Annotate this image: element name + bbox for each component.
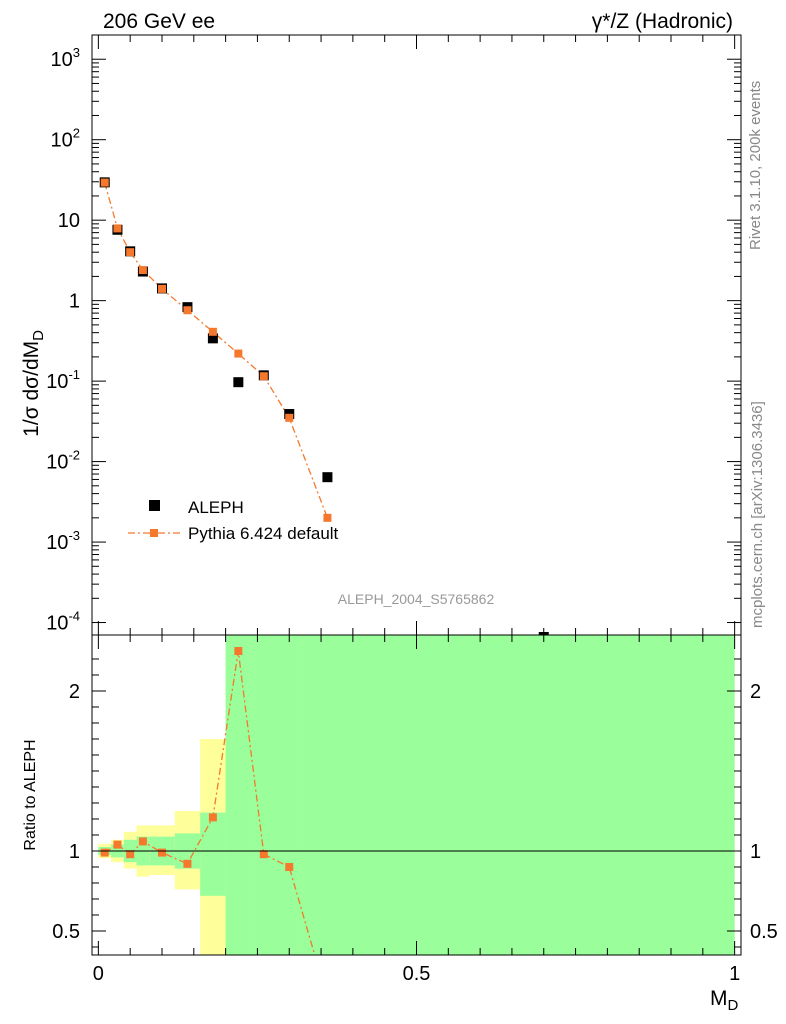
- x-axis-title-text: MD: [710, 987, 739, 1014]
- legend-mc-marker: [150, 529, 158, 537]
- mc-point: [183, 306, 192, 315]
- mc-point: [100, 178, 109, 187]
- ratio-inner-band: [251, 635, 277, 955]
- mc-line: [104, 182, 329, 519]
- ratio-bands: [98, 635, 735, 955]
- main-y-tick-label: 10-1: [46, 367, 80, 393]
- mc-point: [323, 513, 332, 522]
- legend: ALEPH Pythia 6.424 default: [128, 498, 339, 543]
- ratio-mc-point: [126, 850, 135, 859]
- ratio-y-tick-label-right: 0.5: [750, 921, 778, 943]
- ratio-mc-point: [113, 840, 122, 849]
- main-y-axis-title-text: 1/σ dσ/dMD: [20, 330, 47, 437]
- aleph-point: [233, 377, 244, 388]
- x-tick-label: 1: [729, 963, 740, 985]
- ratio-panel: 0.5 0.5 1 1 2 2 0 0.5 1 Ratio to ALEPH MD: [22, 634, 778, 1014]
- ratio-y-axis-title: Ratio to ALEPH: [22, 739, 39, 850]
- ratio-mc-point: [285, 863, 294, 871]
- mc-point: [234, 349, 243, 358]
- mc-point: [259, 372, 268, 381]
- x-tick-label: 0.5: [403, 963, 431, 985]
- mc-point: [113, 224, 122, 233]
- ratio-mc-point: [208, 813, 217, 822]
- ratio-y-tick-label-right: 2: [750, 681, 761, 703]
- mc-point: [285, 413, 294, 422]
- ratio-mc-point: [183, 859, 192, 868]
- main-y-tick-label: 10-4: [46, 609, 80, 635]
- mc-point: [126, 248, 135, 257]
- main-y-tick-label: 10-3: [46, 528, 80, 554]
- ratio-mc-point: [138, 837, 147, 846]
- ratio-y-tick-label-left: 1: [69, 841, 80, 863]
- ratio-mc-point: [259, 850, 268, 859]
- x-tick-label: 0: [93, 963, 104, 985]
- legend-mc-label: Pythia 6.424 default: [188, 524, 339, 543]
- main-plot-data: [99, 177, 549, 642]
- ratio-plot-frame: [91, 634, 742, 956]
- analysis-id-label: ALEPH_2004_S5765862: [338, 591, 495, 607]
- legend-aleph-marker: [149, 500, 160, 511]
- legend-aleph-label: ALEPH: [188, 498, 244, 517]
- x-axis-title: MD: [710, 987, 739, 1014]
- ratio-y-tick-label-left: 2: [69, 681, 80, 703]
- ratio-mc-point: [234, 647, 243, 655]
- ratio-mc-point: [157, 848, 166, 857]
- ratio-inner-band: [276, 635, 302, 955]
- main-y-tick-label: 10: [58, 210, 80, 232]
- rivet-version-label: Rivet 3.1.10, 200k events: [747, 81, 764, 250]
- aleph-point: [207, 333, 218, 344]
- main-y-tick-label: 10-2: [46, 448, 80, 474]
- ratio-inner-band: [225, 635, 252, 955]
- mcplots-label: mcplots.cern.ch [arXiv:1306.3436]: [749, 401, 766, 628]
- chart-header-left: 206 GeV ee: [103, 10, 215, 33]
- mc-point: [208, 327, 217, 336]
- main-y-axis-title: 1/σ dσ/dMD: [20, 330, 47, 437]
- ratio-axes: 0.5 0.5 1 1 2 2 0 0.5 1: [52, 635, 778, 985]
- main-y-tick-label: 103: [51, 45, 80, 71]
- chart-header-right: γ*/Z (Hadronic): [592, 10, 733, 33]
- ratio-y-tick-label-right: 1: [750, 841, 761, 863]
- main-y-tick-label: 102: [51, 126, 80, 152]
- main-y-tick-label: 1: [69, 291, 80, 313]
- ratio-inner-band: [200, 812, 226, 896]
- mc-point: [157, 284, 166, 293]
- mc-point: [138, 266, 147, 275]
- ratio-mc-point: [100, 848, 109, 857]
- ratio-inner-band: [301, 635, 735, 955]
- ratio-y-tick-label-left: 0.5: [52, 921, 80, 943]
- main-plot-frame: [91, 34, 742, 636]
- aleph-point: [322, 472, 333, 483]
